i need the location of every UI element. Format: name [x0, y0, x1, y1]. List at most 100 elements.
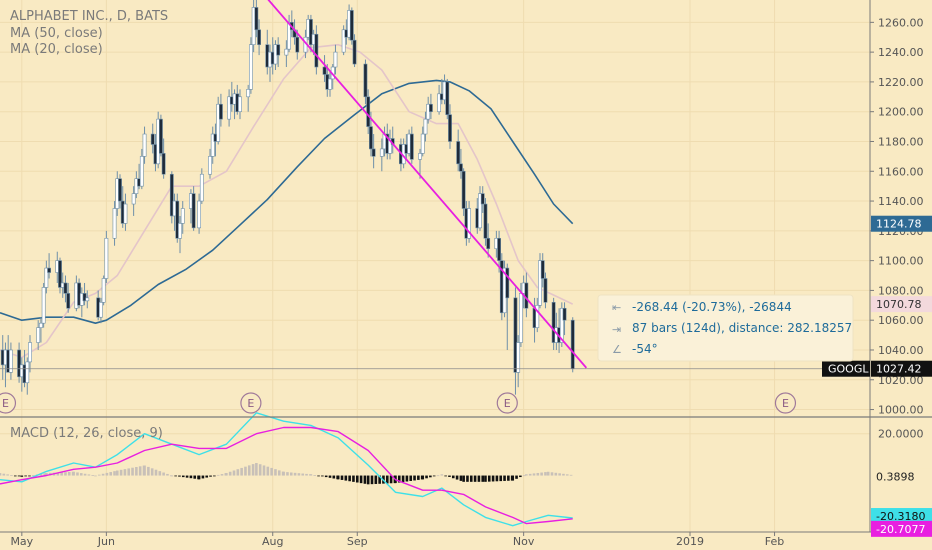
candle[interactable] [41, 282, 46, 328]
earnings-marker[interactable] [496, 392, 518, 414]
candle[interactable] [159, 114, 163, 157]
candle[interactable] [63, 275, 68, 303]
candle[interactable] [9, 342, 13, 380]
candle[interactable] [379, 138, 384, 172]
candle[interactable] [58, 257, 62, 294]
candle[interactable] [570, 317, 575, 373]
candle[interactable] [199, 168, 204, 205]
candle[interactable] [467, 201, 471, 243]
candle[interactable] [322, 55, 327, 82]
macd-histogram-bar [328, 475, 332, 478]
candle[interactable] [341, 25, 346, 56]
candle[interactable] [118, 174, 122, 209]
earnings-marker[interactable] [0, 392, 17, 414]
candle[interactable] [535, 297, 540, 333]
candle[interactable] [112, 201, 117, 246]
candle[interactable] [461, 168, 466, 216]
candle[interactable] [197, 193, 201, 234]
candle[interactable] [44, 260, 49, 294]
macd-legend[interactable]: MACD (12, 26, close, 9) [10, 426, 163, 441]
candle[interactable] [516, 335, 521, 388]
candle[interactable] [99, 297, 103, 324]
candle[interactable] [287, 14, 291, 53]
ma20-legend[interactable]: MA (20, close) [10, 42, 103, 57]
candle[interactable] [178, 215, 182, 254]
candle[interactable] [104, 230, 109, 283]
time-axis[interactable]: May Jun Aug Sep Nov 2019 Feb [10, 532, 784, 548]
candle[interactable] [505, 263, 510, 350]
candle[interactable] [448, 104, 452, 149]
candle[interactable] [551, 297, 556, 350]
candle[interactable] [538, 253, 542, 309]
candle[interactable] [562, 302, 567, 336]
candle[interactable] [101, 275, 106, 306]
candle[interactable] [295, 29, 300, 60]
candle[interactable] [333, 44, 338, 75]
candle[interactable] [142, 126, 147, 164]
candle[interactable] [418, 148, 422, 179]
candle[interactable] [513, 287, 518, 395]
price-axis[interactable]: 1000.00 1020.00 1040.00 1060.00 1080.00 1100.… [870, 16, 924, 441]
candle[interactable] [161, 138, 166, 179]
candle[interactable] [423, 111, 428, 142]
ma50-legend[interactable]: MA (50, close) [10, 26, 103, 41]
candle[interactable] [131, 186, 136, 216]
candle[interactable] [478, 186, 482, 231]
candle[interactable] [420, 126, 425, 157]
symbol-title[interactable]: ALPHABET INC., D, BATS [10, 9, 168, 24]
candle[interactable] [180, 201, 185, 234]
candle[interactable] [175, 193, 180, 243]
candle[interactable] [459, 148, 463, 179]
trendline[interactable] [267, 0, 588, 369]
candle[interactable] [349, 7, 354, 45]
candle[interactable] [246, 84, 251, 112]
trendline-layer[interactable] [267, 0, 588, 369]
candle[interactable] [388, 129, 392, 160]
candle[interactable] [169, 171, 174, 224]
candle[interactable] [139, 148, 144, 190]
candle[interactable] [483, 198, 488, 246]
candle[interactable] [25, 357, 30, 395]
candle[interactable] [352, 34, 357, 68]
candle[interactable] [249, 37, 253, 94]
candle[interactable] [276, 37, 281, 68]
candle[interactable] [371, 134, 376, 169]
candle[interactable] [39, 317, 43, 343]
candle[interactable] [254, 0, 259, 38]
candle[interactable] [363, 59, 368, 105]
candle[interactable] [36, 320, 41, 350]
candle[interactable] [238, 89, 242, 120]
candle[interactable] [429, 93, 433, 120]
candle[interactable] [328, 69, 332, 97]
measure-box[interactable]: ⇤ ⇥ ∠ -268.44 (-20.73%), -26844 87 bars … [597, 294, 854, 362]
candle[interactable] [486, 223, 491, 258]
candle[interactable] [456, 129, 461, 172]
candle[interactable] [17, 342, 21, 383]
candle[interactable] [216, 96, 221, 145]
candle[interactable] [47, 253, 51, 279]
candle[interactable] [227, 89, 231, 127]
candle[interactable] [82, 282, 87, 306]
candle[interactable] [150, 123, 155, 154]
candle[interactable] [28, 335, 32, 373]
candle[interactable] [257, 19, 261, 56]
candle[interactable] [123, 193, 128, 231]
candle[interactable] [540, 253, 545, 288]
candle[interactable] [366, 89, 371, 135]
candle[interactable] [543, 272, 548, 309]
candle[interactable] [309, 14, 313, 53]
candle[interactable] [208, 148, 212, 179]
candle[interactable] [85, 290, 90, 309]
candle[interactable] [480, 186, 485, 213]
candle[interactable] [210, 126, 215, 164]
candle[interactable] [409, 126, 414, 164]
candle[interactable] [191, 186, 196, 231]
earnings-marker[interactable] [240, 392, 262, 414]
candle[interactable] [437, 84, 441, 115]
candle[interactable] [66, 282, 71, 313]
earnings-marker[interactable] [774, 392, 797, 414]
candle[interactable] [314, 25, 319, 75]
candle[interactable] [219, 93, 223, 127]
candle[interactable] [284, 40, 289, 68]
candle[interactable] [445, 78, 450, 120]
